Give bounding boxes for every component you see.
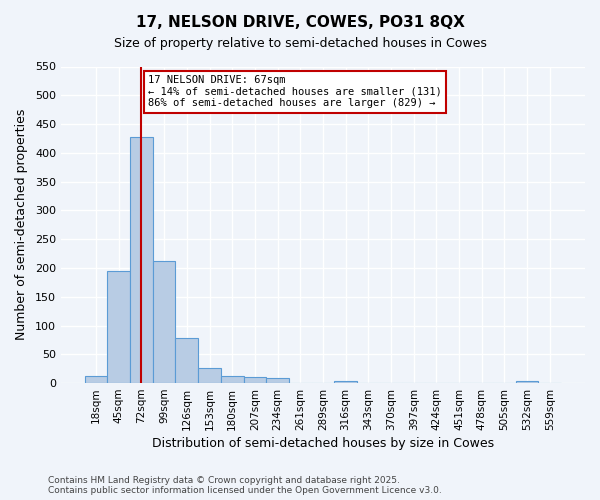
Bar <box>334 381 357 383</box>
Bar <box>107 271 130 383</box>
Bar <box>244 376 266 383</box>
Text: Size of property relative to semi-detached houses in Cowes: Size of property relative to semi-detach… <box>113 38 487 51</box>
Bar <box>175 338 198 383</box>
Text: 17, NELSON DRIVE, COWES, PO31 8QX: 17, NELSON DRIVE, COWES, PO31 8QX <box>136 15 464 30</box>
Bar <box>516 382 538 383</box>
X-axis label: Distribution of semi-detached houses by size in Cowes: Distribution of semi-detached houses by … <box>152 437 494 450</box>
Bar <box>198 368 221 383</box>
Bar <box>130 136 153 383</box>
Bar <box>85 376 107 383</box>
Bar <box>221 376 244 383</box>
Bar <box>153 261 175 383</box>
Y-axis label: Number of semi-detached properties: Number of semi-detached properties <box>15 109 28 340</box>
Text: 17 NELSON DRIVE: 67sqm
← 14% of semi-detached houses are smaller (131)
86% of se: 17 NELSON DRIVE: 67sqm ← 14% of semi-det… <box>148 75 442 108</box>
Text: Contains HM Land Registry data © Crown copyright and database right 2025.
Contai: Contains HM Land Registry data © Crown c… <box>48 476 442 495</box>
Bar <box>266 378 289 383</box>
